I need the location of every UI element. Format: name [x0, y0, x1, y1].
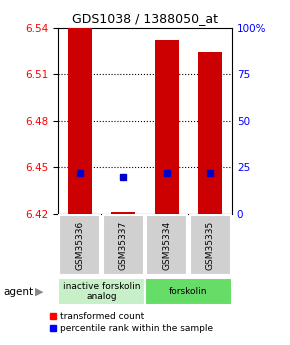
Text: forskolin: forskolin	[169, 287, 208, 296]
Bar	[103, 215, 144, 275]
Text: agent: agent	[3, 287, 33, 296]
Bar	[198, 52, 222, 214]
Bar	[59, 215, 100, 275]
Bar	[68, 28, 92, 214]
Bar	[111, 212, 135, 214]
Text: GSM35335: GSM35335	[206, 220, 215, 269]
Bar	[190, 215, 231, 275]
Text: GSM35334: GSM35334	[162, 220, 171, 269]
Legend: transformed count, percentile rank within the sample: transformed count, percentile rank withi…	[48, 312, 214, 334]
Text: GSM35337: GSM35337	[119, 220, 128, 269]
Bar	[58, 277, 145, 306]
Bar	[146, 215, 187, 275]
Bar	[155, 40, 179, 214]
Text: GSM35336: GSM35336	[75, 220, 84, 269]
Text: inactive forskolin
analog: inactive forskolin analog	[63, 282, 140, 301]
Text: ▶: ▶	[35, 287, 44, 296]
Bar	[145, 277, 232, 306]
Text: GDS1038 / 1388050_at: GDS1038 / 1388050_at	[72, 12, 218, 25]
